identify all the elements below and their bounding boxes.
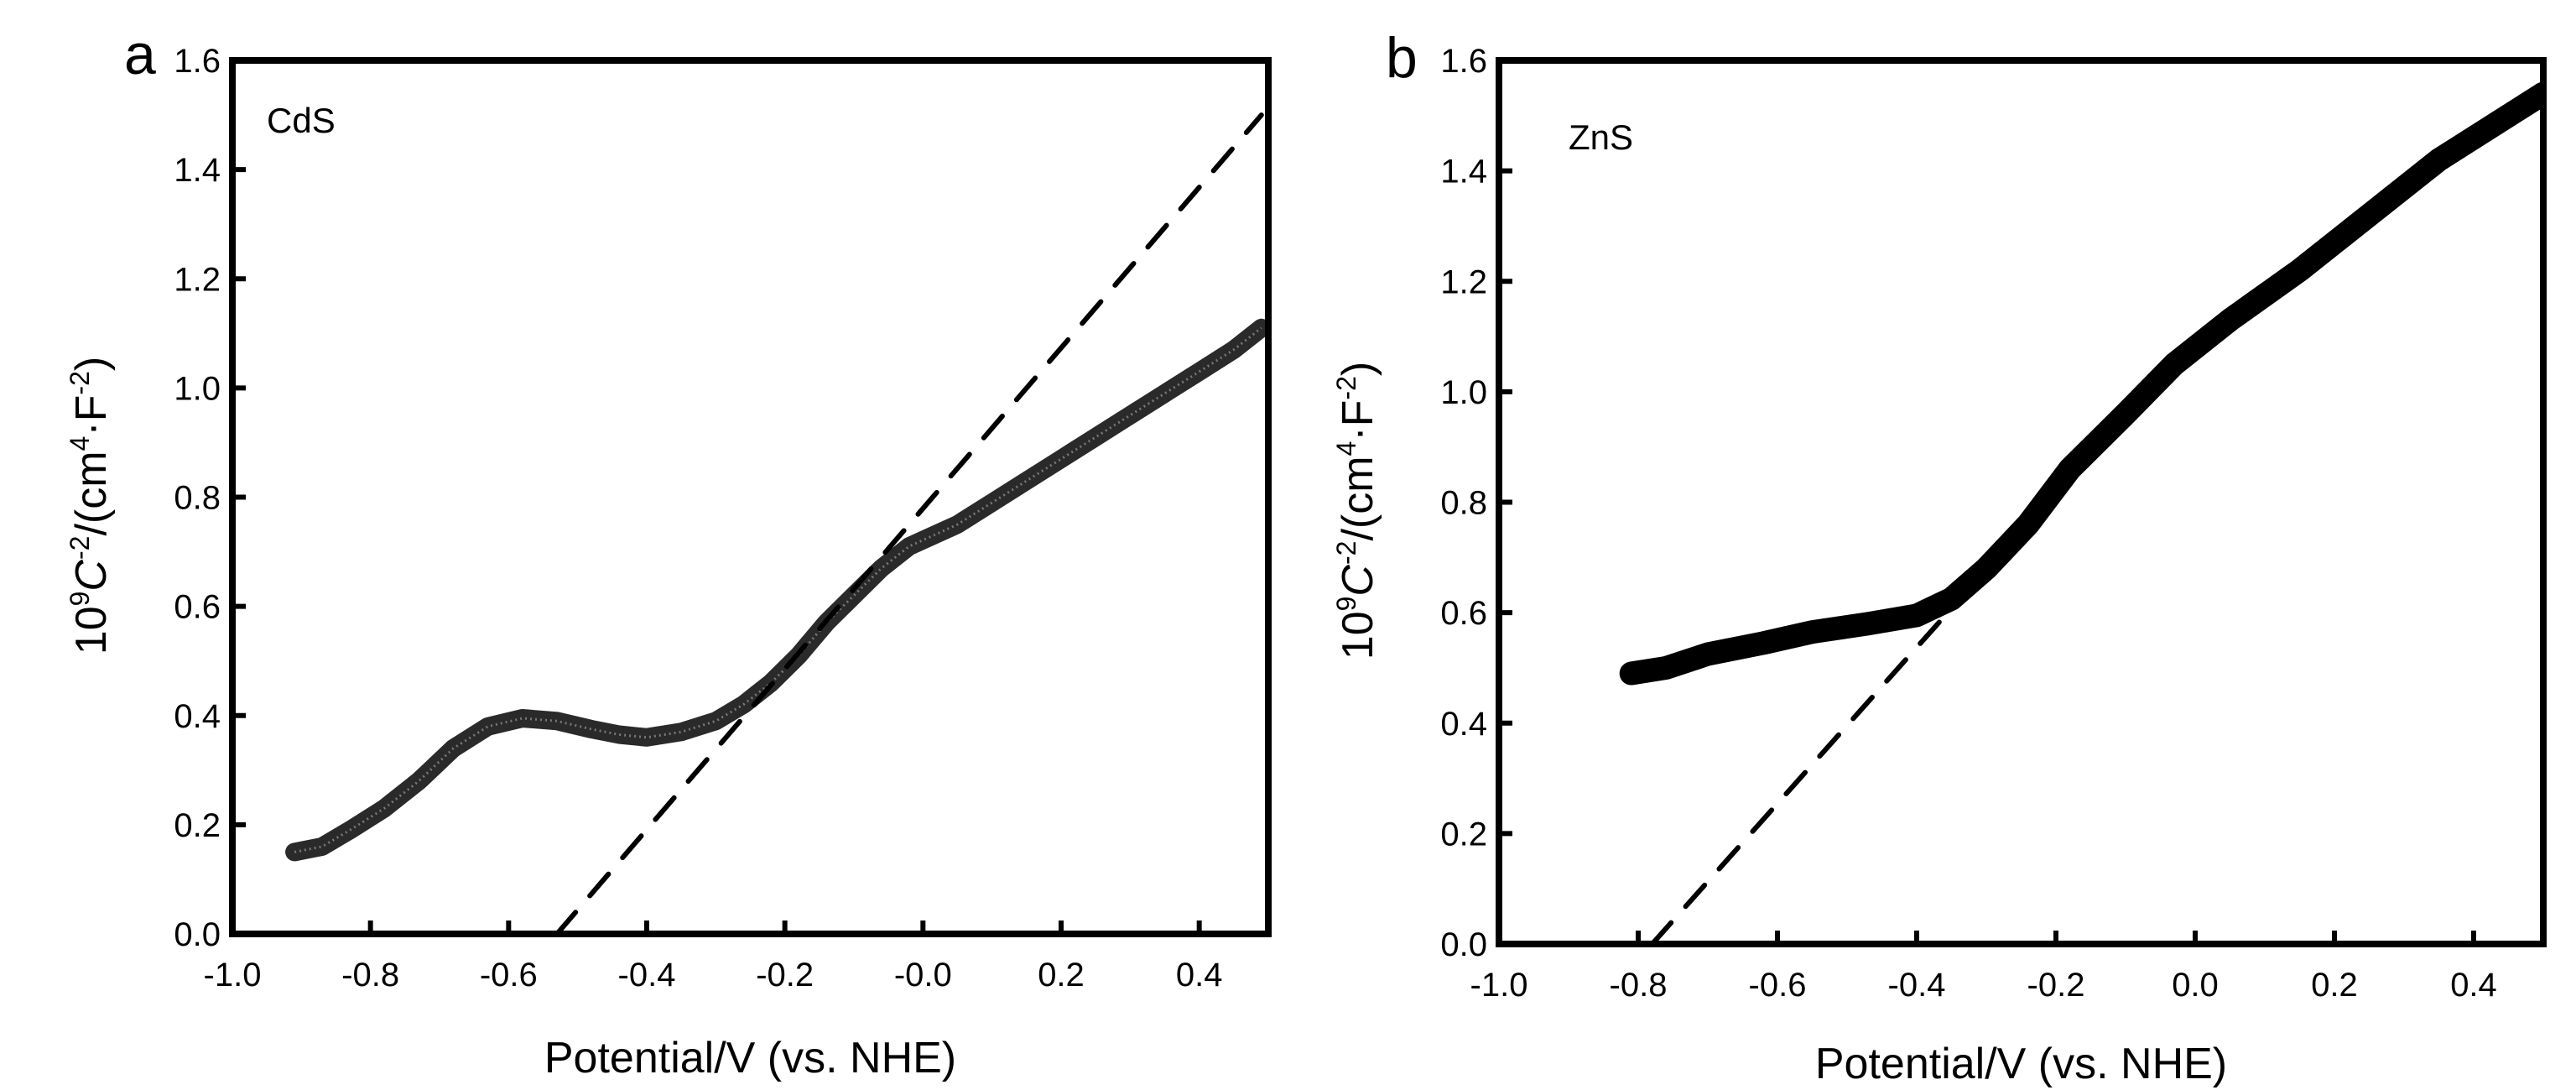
- x-tick-label: -0.8: [341, 957, 399, 994]
- y-tick-label: 0.6: [1440, 595, 1487, 632]
- y-tick-label: 1.2: [1440, 263, 1487, 300]
- chart-panel-a: -1.0 -0.8 -0.6 -0.4 -0.2 -0.0 0.2 0.4 0.0 0.2 0.4 0…: [65, 23, 1272, 1082]
- x-tick-label: -1.0: [204, 957, 262, 994]
- x-tick-label: -0.8: [1610, 967, 1668, 1004]
- x-axis-title: Potential/V (vs. NHE): [1815, 1040, 2227, 1088]
- y-tick-label: 0.0: [174, 916, 221, 953]
- x-tick-label: 0.4: [1176, 957, 1223, 994]
- sample-annotation: CdS: [267, 101, 336, 140]
- y-axis-title-part: 10: [67, 606, 116, 655]
- chart-panel-b: -1.0 -0.8 -0.6 -0.4 -0.2 0.0 0.2 0.4 0.0 0.2 0.4 0.…: [1331, 26, 2547, 1088]
- y-axis-title-part: 4: [65, 436, 95, 451]
- x-tick-label: -0.2: [756, 957, 814, 994]
- x-tick-label: -0.0: [894, 957, 952, 994]
- x-tick-label: -0.6: [480, 957, 538, 994]
- y-tick-label: 0.0: [1440, 926, 1487, 963]
- y-axis-title-part: 9: [65, 592, 95, 607]
- y-axis-title-part: 4: [1331, 441, 1361, 456]
- y-tick-label: 0.8: [1440, 485, 1487, 522]
- x-tick-label: 0.2: [1038, 957, 1085, 994]
- y-tick-label: 1.6: [1440, 43, 1487, 80]
- y-axis-title: 109C-2/(cm4·F-2): [65, 357, 116, 655]
- y-tick-label: 0.2: [1440, 816, 1487, 853]
- y-tick-label: 0.4: [174, 698, 221, 735]
- y-axis-title-part: ): [67, 357, 116, 371]
- fit-line-dashed: [554, 112, 1264, 934]
- y-axis-title-part: /(cm: [67, 451, 116, 535]
- y-tick-label: 1.0: [174, 370, 221, 407]
- x-tick-label: -0.2: [2027, 967, 2085, 1004]
- y-axis-title-part: 9: [1331, 597, 1361, 612]
- data-series-line: [1619, 81, 2543, 686]
- x-tick-label: -0.4: [618, 957, 676, 994]
- x-tick-label: 0.0: [2172, 967, 2219, 1004]
- y-tick-label: 0.2: [174, 807, 221, 844]
- y-axis-title-part: 10: [1334, 611, 1382, 660]
- y-tick-label: 1.6: [174, 43, 221, 80]
- y-tick-label: 1.4: [174, 152, 221, 189]
- y-axis-title-part: C: [67, 560, 116, 592]
- y-axis-title-part: -2: [1331, 541, 1361, 565]
- y-tick-label: 1.0: [1440, 374, 1487, 411]
- x-tick-label: -1.0: [1470, 967, 1528, 1004]
- data-series-line: [285, 318, 1268, 862]
- y-axis-title-part: ·F: [67, 395, 116, 436]
- x-axis-title: Potential/V (vs. NHE): [544, 1034, 956, 1082]
- y-axis-title-part: ·F: [1334, 400, 1382, 441]
- y-tick-label: 0.8: [174, 480, 221, 517]
- y-axis-title-part: -2: [1331, 376, 1361, 399]
- x-tick-label: 0.4: [2450, 967, 2497, 1004]
- x-tick-label: -0.4: [1888, 967, 1946, 1004]
- y-axis-title-part: C: [1334, 565, 1382, 597]
- sample-annotation: ZnS: [1569, 117, 1633, 157]
- y-axis-title: 109C-2/(cm4·F-2): [1331, 362, 1382, 660]
- y-tick-label: 0.4: [1440, 706, 1487, 743]
- y-tick-label: 1.4: [1440, 154, 1487, 190]
- fit-line-dashed: [1649, 582, 1975, 944]
- y-tick-label: 0.6: [174, 589, 221, 626]
- panel-letter: b: [1386, 26, 1418, 90]
- panel-letter: a: [124, 23, 156, 86]
- y-axis-title-part: /(cm: [1334, 456, 1382, 540]
- y-axis-title-part: -2: [65, 371, 95, 394]
- y-axis-title-part: ): [1334, 362, 1382, 376]
- y-axis-title-part: -2: [65, 536, 95, 560]
- y-tick-label: 1.2: [174, 261, 221, 298]
- x-tick-label: -0.6: [1749, 967, 1807, 1004]
- x-tick-label: 0.2: [2311, 967, 2358, 1004]
